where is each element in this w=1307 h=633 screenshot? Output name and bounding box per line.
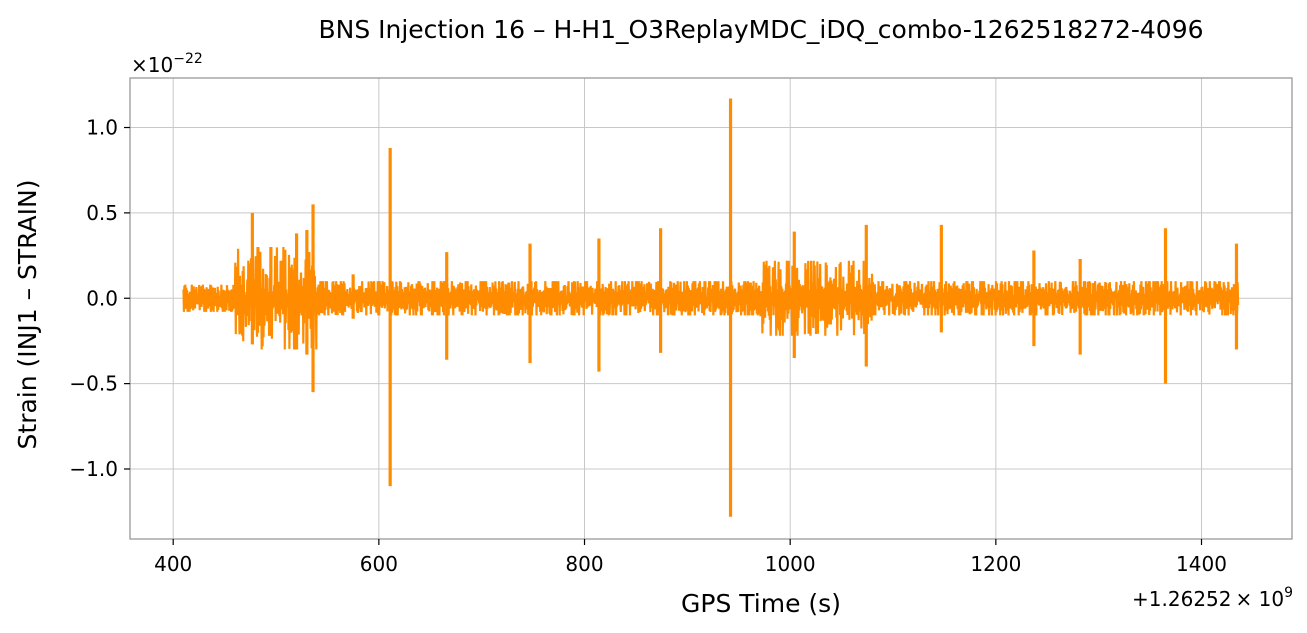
y-tick-label-1: −0.5 [69,372,118,396]
y-scale-exponent: −22 [173,51,203,67]
x-tick-label-5: 1400 [1176,552,1227,576]
x-offset-value: +1.26252 [1132,587,1231,611]
x-tick-label-1: 600 [360,552,398,576]
y-tick-label-4: 1.0 [86,116,118,140]
plot-frame [129,77,1293,540]
tick-marks [124,126,1203,545]
strain-series-line [182,246,1240,350]
x-offset-times: × 10 [1236,587,1285,611]
chart-title: BNS Injection 16 – H-H1_O3ReplayMDC_iDQ_… [318,15,1203,44]
x-offset-label: +1.26252 × 109 [1132,585,1293,611]
y-scale-factor: ×10−22 [131,51,203,77]
tick-labels: 400 600 800 1000 1200 1400 −1.0 −0.5 0.0 0.5 1.0 [69,116,1227,576]
x-tick-label-0: 400 [154,552,192,576]
plot-area [182,98,1240,517]
x-axis-label: GPS Time (s) [681,589,841,618]
x-offset-exponent: 9 [1284,585,1293,601]
y-axis-label: Strain (INJ1 – STRAIN) [13,180,42,450]
y-tick-label-2: 0.0 [86,286,118,310]
x-tick-label-4: 1200 [970,552,1021,576]
y-scale-base: ×10 [131,53,173,77]
y-tick-label-0: −1.0 [69,457,118,481]
x-tick-label-2: 800 [565,552,603,576]
y-tick-label-3: 0.5 [86,201,118,225]
x-tick-label-3: 1000 [765,552,816,576]
